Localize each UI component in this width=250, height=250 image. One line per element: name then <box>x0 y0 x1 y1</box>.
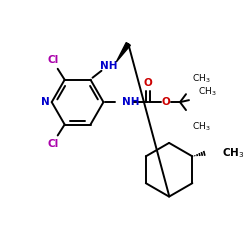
Text: CH$_3$: CH$_3$ <box>192 73 210 85</box>
Text: O: O <box>162 97 170 107</box>
Polygon shape <box>116 42 130 62</box>
Text: CH$_3$: CH$_3$ <box>198 86 216 98</box>
Text: CH$_3$: CH$_3$ <box>222 146 245 160</box>
Text: NH: NH <box>122 97 140 107</box>
Text: Cl: Cl <box>47 55 58 65</box>
Text: CH$_3$: CH$_3$ <box>192 120 210 132</box>
Text: O: O <box>144 78 152 88</box>
Text: N: N <box>42 97 50 107</box>
Text: NH: NH <box>100 61 117 71</box>
Text: Cl: Cl <box>47 140 58 149</box>
